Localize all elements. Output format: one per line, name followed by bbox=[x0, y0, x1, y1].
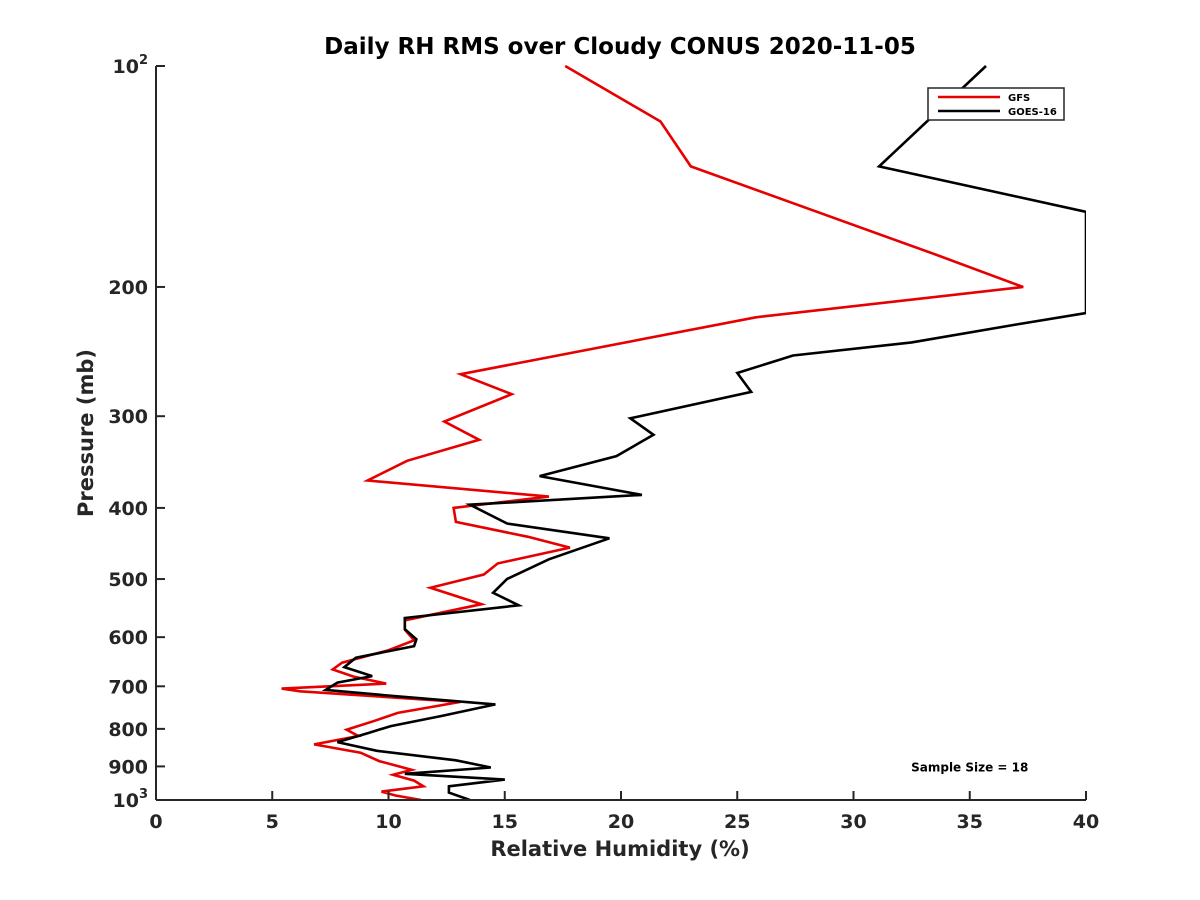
x-tick-label: 35 bbox=[957, 811, 983, 833]
y-tick-label: 500 bbox=[108, 569, 148, 591]
y-tick-label: 800 bbox=[108, 719, 148, 741]
annotations: Sample Size = 18 bbox=[911, 760, 1028, 774]
x-tick-label: 20 bbox=[608, 811, 634, 833]
series-layer bbox=[281, 64, 1086, 800]
x-tick-label: 30 bbox=[840, 811, 866, 833]
series-line-goes-16 bbox=[321, 65, 1086, 800]
legend: GFS GOES-16 bbox=[927, 87, 1065, 121]
x-tick-label: 40 bbox=[1073, 811, 1099, 833]
y-tick-label: 103 bbox=[113, 787, 149, 812]
y-tick-label: 700 bbox=[108, 676, 148, 698]
legend-label-gfs: GFS bbox=[1008, 93, 1030, 104]
chart-title: Daily RH RMS over Cloudy CONUS 2020-11-0… bbox=[324, 34, 916, 60]
legend-label-goes-16: GOES-16 bbox=[1008, 107, 1057, 118]
series-line-gfs bbox=[281, 64, 1024, 800]
y-tick-label: 600 bbox=[108, 627, 148, 649]
y-tick-label: 102 bbox=[113, 53, 149, 78]
y-tick-label: 900 bbox=[108, 756, 148, 778]
x-axis-label: Relative Humidity (%) bbox=[490, 837, 749, 861]
x-tick-label: 0 bbox=[149, 811, 162, 833]
x-tick-label: 10 bbox=[375, 811, 401, 833]
y-tick-label: 400 bbox=[108, 498, 148, 520]
annotation-sample-size: Sample Size = 18 bbox=[911, 760, 1028, 774]
x-tick-label: 15 bbox=[492, 811, 518, 833]
x-tick-label: 25 bbox=[724, 811, 750, 833]
ticks: 0 5 10 15 20 25 30 35 40 102 200 300 400 500 600 700 800… bbox=[108, 53, 1099, 833]
y-axis-label: Pressure (mb) bbox=[74, 349, 98, 517]
x-tick-label: 5 bbox=[266, 811, 279, 833]
y-tick-label: 200 bbox=[108, 277, 148, 299]
legend-box bbox=[927, 87, 1065, 121]
y-tick-label: 300 bbox=[108, 406, 148, 428]
